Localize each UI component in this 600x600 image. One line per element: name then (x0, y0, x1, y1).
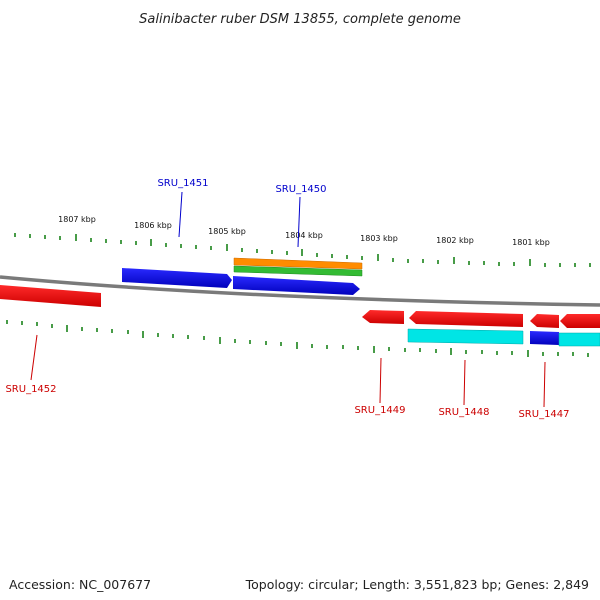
gene-sru-1451[interactable] (122, 268, 232, 288)
blue-feature-small[interactable] (530, 331, 559, 345)
gene-sru-1450[interactable] (233, 276, 360, 295)
gene-sru-1448[interactable] (409, 311, 523, 327)
cyan-feature[interactable] (407, 328, 524, 345)
leader-sru-1450 (297, 196, 301, 248)
scale-label-1807: 1807 kbp (58, 215, 96, 224)
scale-label-1805: 1805 kbp (208, 227, 246, 236)
label-sru-1449[interactable]: SRU_1449 (354, 405, 405, 416)
leader-sru-1452 (30, 334, 38, 381)
scale-label-1804: 1804 kbp (285, 231, 323, 240)
upper-scale-ticks (14, 233, 591, 267)
map-title: Salinibacter ruber DSM 13855, complete g… (139, 12, 461, 27)
label-sru-1451[interactable]: SRU_1451 (157, 178, 208, 189)
scale-label-1802: 1802 kbp (436, 236, 474, 245)
leader-sru-1447 (543, 361, 546, 408)
gene-sru-1452[interactable] (0, 285, 101, 307)
leader-sru-1451 (178, 191, 183, 238)
leader-sru-1448 (463, 359, 466, 406)
gene-sru-1447-right[interactable] (530, 314, 559, 328)
scale-label-1801: 1801 kbp (512, 238, 550, 247)
green-feature[interactable] (233, 265, 363, 277)
orange-feature[interactable] (233, 257, 363, 270)
scale-label-1803: 1803 kbp (360, 234, 398, 243)
gene-red-partial[interactable] (560, 314, 600, 328)
lower-scale-ticks (6, 320, 589, 357)
gene-sru-1449[interactable] (362, 310, 404, 324)
scale-label-1806: 1806 kbp (134, 221, 172, 230)
label-sru-1452[interactable]: SRU_1452 (5, 384, 56, 395)
genome-backbone (0, 275, 600, 307)
accession-text: Accession: NC_007677 (9, 577, 152, 592)
leader-sru-1449 (379, 357, 382, 404)
label-sru-1450[interactable]: SRU_1450 (275, 184, 326, 195)
cyan-feature-right[interactable] (558, 332, 600, 347)
label-sru-1448[interactable]: SRU_1448 (438, 407, 489, 418)
genome-summary-text: Topology: circular; Length: 3,551,823 bp… (245, 577, 589, 592)
label-sru-1447[interactable]: SRU_1447 (518, 409, 569, 420)
